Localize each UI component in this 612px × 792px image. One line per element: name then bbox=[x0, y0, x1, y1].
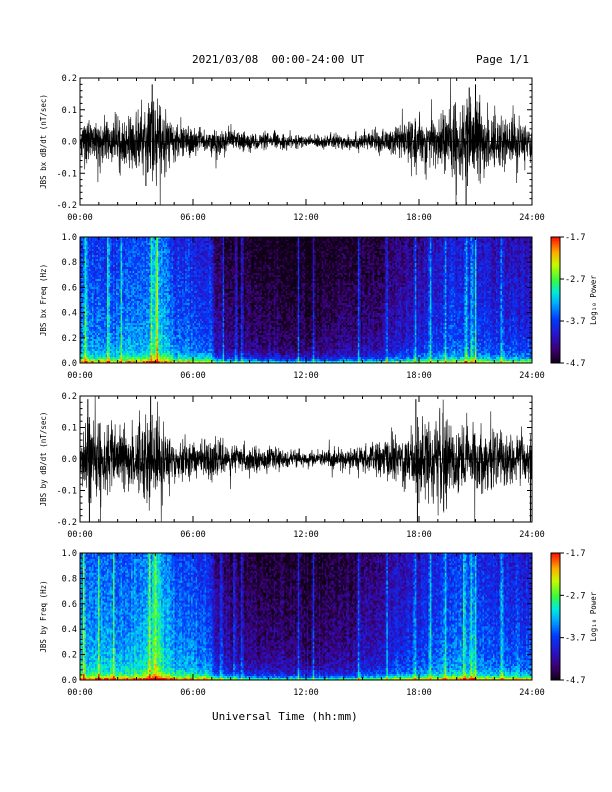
page: 2021/03/08 00:00-24:00 UT Page 1/1 Unive… bbox=[0, 0, 612, 792]
y-tick-label: 0.2 bbox=[62, 74, 77, 84]
y-tick-label: -0.2 bbox=[57, 201, 77, 211]
y-tick-label: 0.0 bbox=[62, 138, 77, 148]
y-tick-label: 0.1 bbox=[62, 106, 77, 116]
y-tick-label: -0.1 bbox=[57, 169, 77, 179]
chart-area: 00:00 06:00 12:00 18:00 24:00 0.2 0.1 0.0 -0.1 -0… bbox=[0, 0, 612, 792]
x-tick-label: 00:00 bbox=[67, 213, 93, 223]
x-tick-label: 12:00 bbox=[293, 213, 319, 223]
x-tick-label: 06:00 bbox=[180, 213, 206, 223]
x-tick-label: 18:00 bbox=[406, 213, 432, 223]
panel-2-spectrogram bbox=[80, 237, 532, 363]
y-axis-title: JBS bx dB/dt (nT/sec) bbox=[39, 94, 48, 189]
x-tick-label: 24:00 bbox=[519, 213, 545, 223]
panel-1-series bbox=[80, 78, 532, 205]
